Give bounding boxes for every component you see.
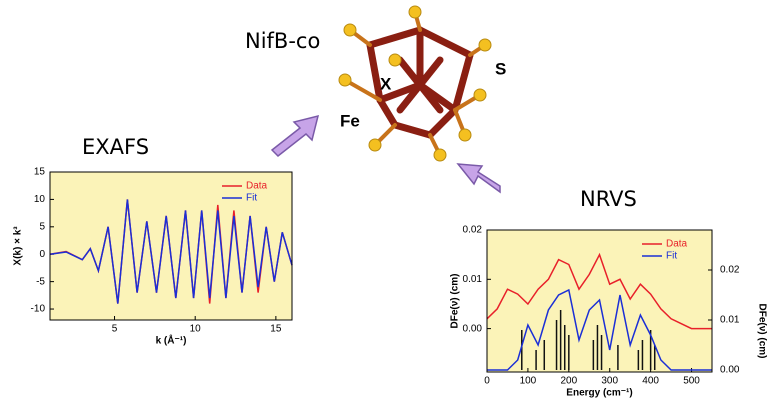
y2-tick-label: 0.02 [720,265,740,276]
y-tick-label: -5 [36,276,45,287]
technique-label: EXAFS [82,135,149,159]
y-tick-label: 0 [39,249,45,260]
molecule-label: NifB-co [245,29,320,53]
y-axis-label: Χ(k) × k³ [13,226,24,266]
y2-tick-label: 0.01 [720,315,740,326]
atom-label: Fe [340,111,360,130]
y-tick-label: 15 [34,167,46,178]
x-tick-label: 500 [683,376,700,387]
y-tick-label: 0.00 [463,323,483,334]
x-tick-label: 15 [270,324,282,335]
y-tick-label: 5 [39,221,45,232]
y-tick-label: 0.02 [463,225,483,236]
arrow [458,164,500,192]
y-tick-label: 10 [34,194,46,205]
y2-tick-label: 0.00 [720,365,740,376]
figure: NifB-co X S Fe EXAFS NRVS 5 10 15 -10 -5 0 5 10… [0,0,778,412]
legend-label: Data [246,181,268,192]
x-tick-label: 10 [190,324,202,335]
x-tick-label: 200 [560,376,577,387]
y2-axis-label: DFe(ν) (cm) [756,303,767,358]
x-axis-label: k (Å⁻¹) [156,334,187,347]
atom-label: X [380,74,392,93]
x-tick-label: 5 [112,324,118,335]
atom-label: S [495,59,506,78]
y-tick-label: -10 [31,304,46,315]
y-axis-label: DFe(ν) (cm) [450,273,461,328]
x-tick-label: 400 [642,376,659,387]
arrow [272,116,318,156]
x-axis-label: Energy (cm⁻¹) [566,388,632,399]
legend-label: Fit [666,251,677,262]
legend-label: Data [666,239,688,250]
molecule-drawing [339,6,491,161]
technique-label: NRVS [580,187,637,211]
x-tick-label: 0 [484,376,490,387]
legend-label: Fit [246,193,257,204]
y-tick-label: 0.01 [463,274,483,285]
x-tick-label: 100 [520,376,537,387]
x-tick-label: 300 [601,376,618,387]
